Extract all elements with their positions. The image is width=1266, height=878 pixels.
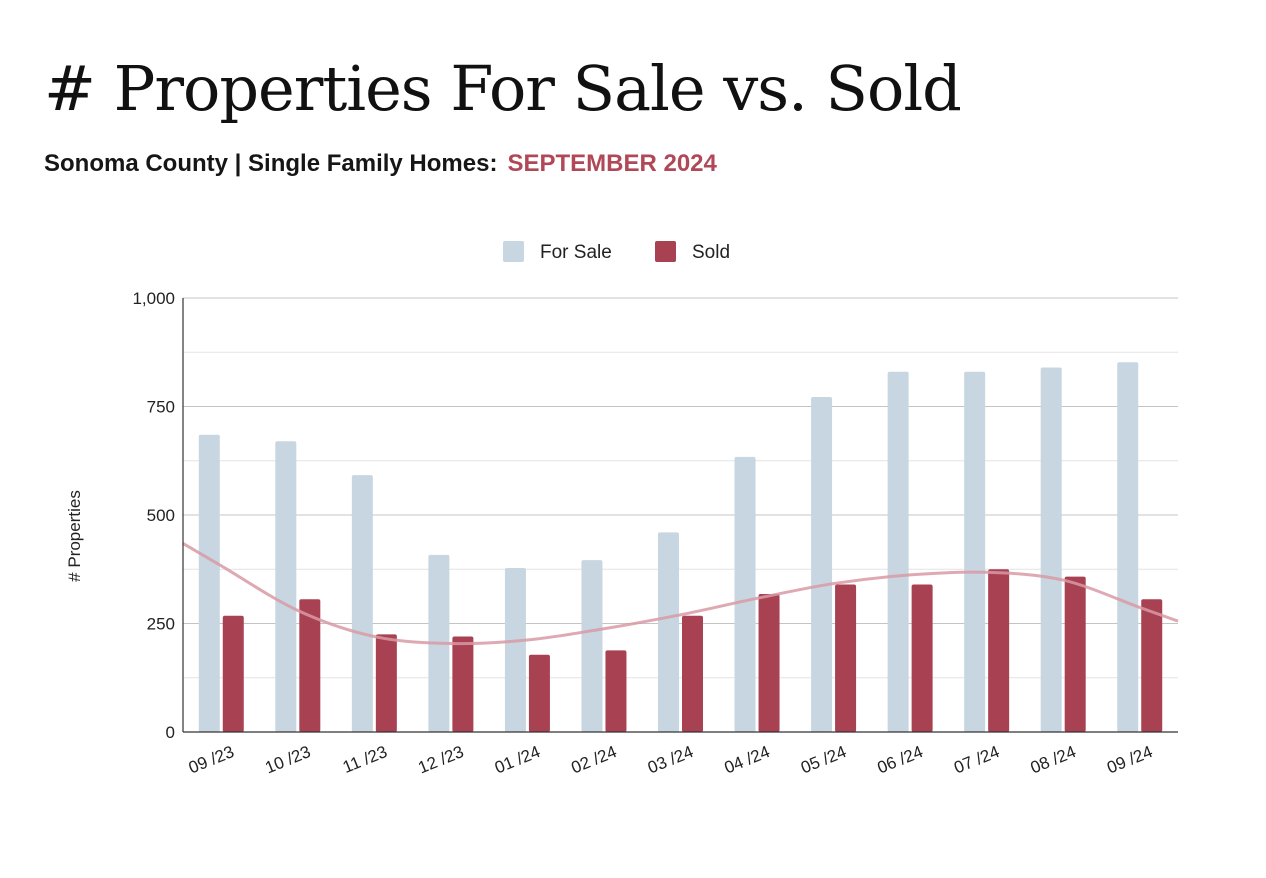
bar-for-sale xyxy=(734,456,756,732)
x-tick-label: 12 /23 xyxy=(415,742,466,777)
bar-sold xyxy=(835,584,857,732)
bar-for-sale xyxy=(811,396,833,732)
legend-label-for-sale: For Sale xyxy=(540,242,612,263)
bar-sold xyxy=(605,650,627,732)
bar-sold xyxy=(682,615,703,732)
bar-for-sale xyxy=(504,567,526,732)
bar-for-sale xyxy=(658,532,679,732)
x-tick-label: 09 /23 xyxy=(186,742,237,777)
bar-sold xyxy=(528,654,550,732)
x-tick-label: 05 /24 xyxy=(798,742,849,777)
bar-sold xyxy=(375,634,397,732)
y-tick-label: 1,000 xyxy=(132,289,175,308)
x-tick-label: 02 /24 xyxy=(569,742,620,777)
bar-sold xyxy=(988,569,1010,732)
y-tick-label: 750 xyxy=(147,398,175,417)
bar-sold xyxy=(222,615,244,732)
sold-trendline xyxy=(182,542,1179,646)
bar-sold xyxy=(758,593,780,732)
x-tick-label: 03 /24 xyxy=(645,742,696,777)
bar-sold xyxy=(299,599,321,732)
legend-swatch-for-sale xyxy=(503,241,524,262)
bar-sold xyxy=(911,584,933,732)
legend-label-sold: Sold xyxy=(692,242,730,263)
x-tick-label: 01 /24 xyxy=(492,742,543,777)
bar-for-sale xyxy=(887,371,909,732)
y-tick-label: 0 xyxy=(166,723,175,742)
bar-for-sale xyxy=(1117,362,1139,732)
page-title: # Properties For Sale vs. Sold xyxy=(44,52,962,125)
y-axis-label: # Properties xyxy=(65,490,84,582)
bar-for-sale xyxy=(351,475,373,732)
bar-for-sale xyxy=(198,434,220,732)
legend-swatch-sold xyxy=(655,241,676,262)
y-tick-label: 500 xyxy=(147,506,175,525)
x-tick-label: 09 /24 xyxy=(1104,742,1155,777)
bar-sold xyxy=(1141,599,1163,732)
bar-sold xyxy=(452,636,474,732)
x-tick-label: 08 /24 xyxy=(1028,742,1079,777)
bar-for-sale xyxy=(964,371,986,732)
bar-for-sale xyxy=(581,560,603,732)
x-tick-label: 07 /24 xyxy=(951,742,1002,777)
subtitle-region: Sonoma County | Single Family Homes: xyxy=(44,150,498,177)
x-tick-label: 11 /23 xyxy=(340,742,390,777)
bar-for-sale xyxy=(1040,367,1062,732)
page-subtitle: Sonoma County | Single Family Homes: SEPT… xyxy=(44,150,717,178)
y-tick-label: 250 xyxy=(147,615,175,634)
x-tick-label: 06 /24 xyxy=(875,742,926,777)
bar-sold xyxy=(1064,576,1086,732)
bar-for-sale xyxy=(275,441,297,732)
x-tick-label: 10 /23 xyxy=(262,742,313,777)
subtitle-month: SEPTEMBER 2024 xyxy=(507,150,717,177)
x-tick-label: 04 /24 xyxy=(722,742,773,777)
